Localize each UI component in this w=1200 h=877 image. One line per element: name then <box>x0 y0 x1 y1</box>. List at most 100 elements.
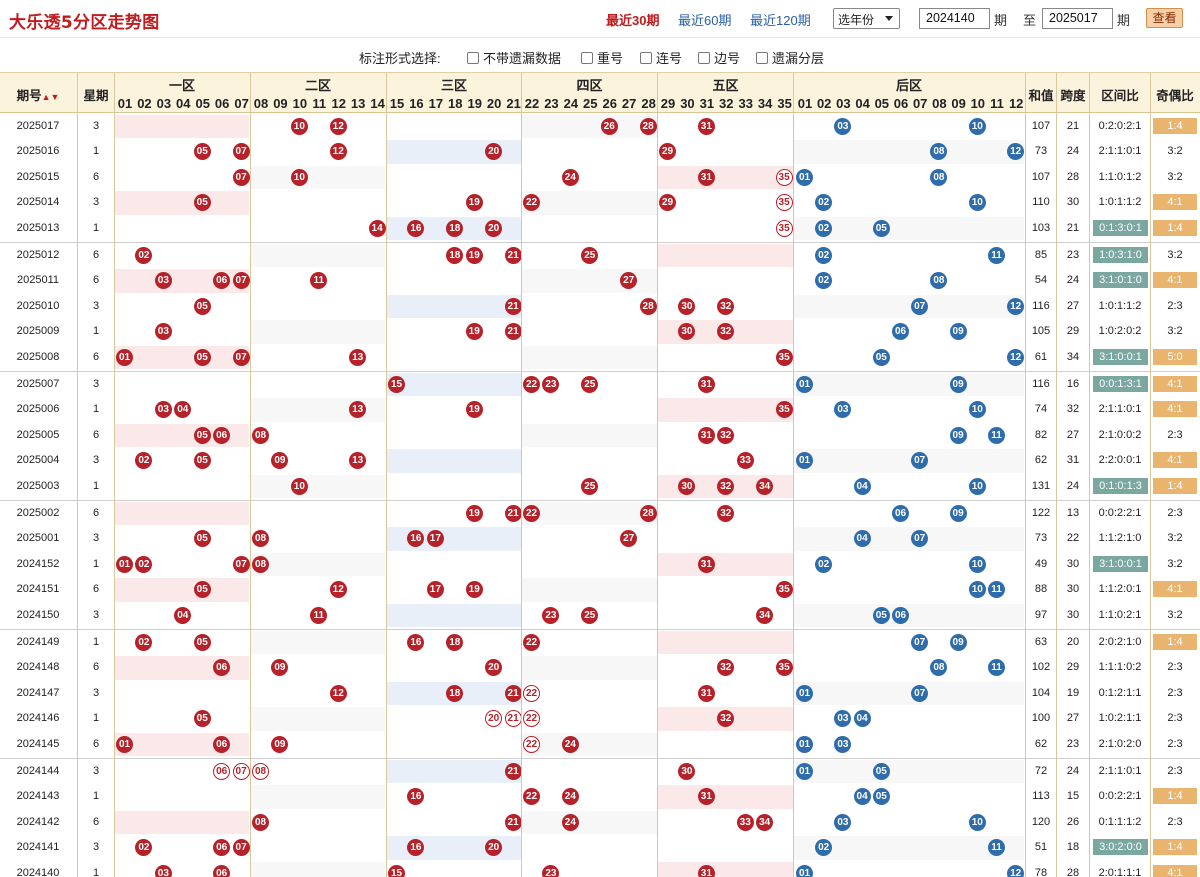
back-number-header: 04 <box>855 96 870 111</box>
zone-shade <box>251 373 385 397</box>
front-ball: 21 <box>504 247 522 264</box>
table-row: 2025008 6 01 05 07 13 35 05 12 61 34 3:1:0:0:1 5:0 <box>0 345 1200 370</box>
span-value: 23 <box>1066 249 1080 261</box>
zone-shade <box>115 115 249 139</box>
ratio-tag: 3:1:0:1:0 <box>1093 272 1148 289</box>
zone-shade <box>794 216 1024 240</box>
issue-number: 2025012 <box>16 249 60 261</box>
front-ball: 31 <box>697 864 715 877</box>
zone-shade <box>522 191 657 215</box>
sum-value: 73 <box>1034 145 1048 158</box>
zone-shade <box>115 191 249 215</box>
back-ball: 05 <box>872 348 890 366</box>
sort-icon: ▲▼ <box>41 92 60 102</box>
zone-shade <box>658 244 793 268</box>
front-ball: 34 <box>756 477 774 495</box>
zone-shade <box>251 216 385 240</box>
front-ball: 02 <box>135 555 153 573</box>
back-ball: 09 <box>949 323 967 341</box>
recent-60-link[interactable]: 最近60期 <box>678 13 732 28</box>
table-row: 2025016 1 05 07 12 20 29 08 12 73 24 2:1:1:0:1 3:2 <box>0 139 1200 164</box>
zone-shade <box>251 474 385 498</box>
end-issue-input[interactable]: 2025017 <box>1042 8 1113 29</box>
query-button[interactable]: 查看 <box>1146 8 1183 28</box>
front-ball: 08 <box>252 426 269 444</box>
front-ball: 16 <box>407 788 425 806</box>
issue-header[interactable]: 期号▲▼ <box>0 85 76 104</box>
zone-shade <box>794 631 1024 655</box>
odd-even-tag: 4:1 <box>1153 401 1197 418</box>
back-ball: 04 <box>853 530 871 548</box>
back-ball: 05 <box>872 788 890 806</box>
omission-layer-checkbox[interactable]: 遗漏分层 <box>756 48 824 67</box>
back-ball: 02 <box>815 247 833 264</box>
zone-shade <box>794 294 1024 319</box>
front-ball: 31 <box>697 118 715 135</box>
front-ball: 09 <box>271 452 289 470</box>
back-ball: 10 <box>968 581 986 599</box>
column-separator <box>1089 72 1090 877</box>
back-ball: 11 <box>988 839 1005 857</box>
front-ball: 33 <box>736 452 754 470</box>
back-ball: 08 <box>930 272 948 290</box>
odd-even-tag: 4:1 <box>1153 272 1197 289</box>
front-ball: 31 <box>697 555 715 573</box>
back-ball: 01 <box>796 168 813 186</box>
top-bar: 大乐透5分区走势图 最近30期 最近60期 最近120期 选年份 2024140… <box>0 0 1200 38</box>
year-select[interactable]: 选年份 <box>833 8 900 29</box>
odd-even-tag: 1:4 <box>1153 118 1197 134</box>
repeat-checkbox[interactable]: 重号 <box>581 48 623 67</box>
front-number-header: 30 <box>680 96 695 111</box>
edge-checkbox[interactable]: 边号 <box>698 48 740 67</box>
ratio-value: 1:0:1:1:2 <box>1098 299 1142 312</box>
front-number-header: 13 <box>350 96 366 111</box>
front-ball: 12 <box>329 118 347 135</box>
front-number-header: 29 <box>660 96 676 111</box>
back-number-header: 05 <box>874 96 890 111</box>
front-number-header: 07 <box>234 96 249 111</box>
zone-shade <box>251 527 385 551</box>
front-ball: 25 <box>581 477 599 495</box>
front-ball: 06 <box>213 864 231 877</box>
front-ball: 16 <box>407 634 425 651</box>
issue-number: 2025005 <box>16 428 60 441</box>
table-row: 2025007 3 15 22 23 25 31 01 09 116 16 0:0:1:3:1 4:1 <box>0 372 1200 397</box>
span-value: 32 <box>1066 403 1080 416</box>
ratio-tag: 0:1:3:0:1 <box>1093 219 1148 236</box>
sum-value: 49 <box>1034 557 1048 570</box>
back-ball: 10 <box>968 401 986 419</box>
weekday: 1 <box>92 479 100 492</box>
odd-even-tag: 1:4 <box>1153 839 1197 856</box>
span-value: 30 <box>1066 583 1080 596</box>
front-ball: 02 <box>135 634 153 651</box>
start-issue-input[interactable]: 2024140 <box>919 8 990 29</box>
no-omission-checkbox[interactable]: 不带遗漏数据 <box>467 48 561 67</box>
zone-shade <box>522 552 657 577</box>
span-value: 18 <box>1066 841 1080 854</box>
zone-shade <box>522 810 657 835</box>
odd-even-tag: 1:4 <box>1153 634 1197 650</box>
recent-120-link[interactable]: 最近120期 <box>750 13 811 28</box>
sum-value: 107 <box>1031 170 1051 183</box>
table-row: 2024150 3 04 11 23 25 34 05 06 97 30 1:1:0:2:1 3:2 <box>0 603 1200 628</box>
zone-shade <box>794 474 1024 498</box>
back-ball: 09 <box>949 376 967 393</box>
zone-shade <box>794 861 1024 877</box>
front-ball: 31 <box>697 376 715 393</box>
zone-shade <box>658 345 793 369</box>
ratio-tag: 3:1:0:0:1 <box>1093 348 1148 365</box>
group-divider <box>0 500 1200 501</box>
front-number-header: 31 <box>699 96 715 111</box>
zone-shade <box>387 732 521 756</box>
front-ball: 05 <box>193 530 211 548</box>
zone-shade <box>387 320 521 344</box>
consecutive-checkbox[interactable]: 连号 <box>640 48 682 67</box>
front-ball: 16 <box>407 530 425 548</box>
zone-shade <box>251 861 385 877</box>
front-ball: 32 <box>717 659 735 677</box>
zone-shade <box>658 578 793 602</box>
zone-shade <box>522 449 657 473</box>
back-ball: 10 <box>968 477 986 495</box>
recent-30-link[interactable]: 最近30期 <box>606 13 660 28</box>
zone-shade <box>251 191 385 215</box>
